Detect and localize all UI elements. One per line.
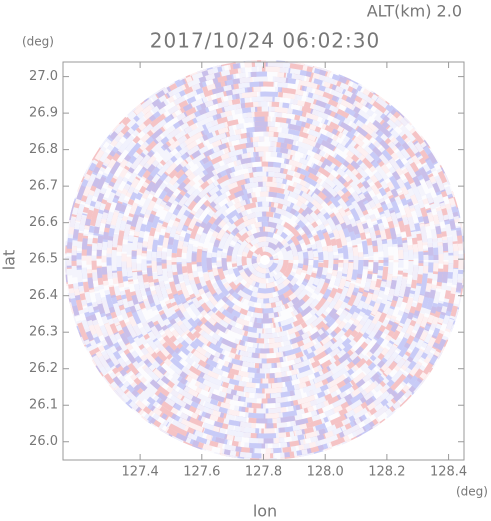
chart-subtitle: ALT(km) 2.0: [367, 2, 462, 21]
radar-ring: [121, 116, 409, 404]
radar-ring: [166, 161, 364, 359]
y-unit: (deg): [22, 35, 54, 49]
radar-ring: [91, 86, 439, 434]
radar-ring: [71, 66, 459, 454]
radar-ring: [256, 251, 274, 269]
radar-center: [260, 255, 270, 265]
x-unit: (deg): [456, 485, 488, 499]
radar-ring: [186, 181, 344, 339]
radar-echo: [65, 60, 465, 460]
x-tick-label: 128.0: [307, 465, 344, 480]
radar-ring: [211, 206, 319, 314]
radar-ring: [86, 81, 444, 439]
y-tick-label: 26.2: [29, 361, 58, 376]
radar-ring: [156, 151, 374, 369]
radar-ring: [201, 196, 329, 324]
y-tick-label: 27.0: [29, 69, 58, 84]
radar-ring: [231, 226, 299, 294]
radar-ring: [151, 146, 379, 374]
radar-ring: [106, 101, 424, 419]
radar-ring: [226, 221, 304, 299]
radar-ring: [101, 96, 429, 424]
x-tick-label: 128.2: [368, 465, 405, 480]
radar-ring: [96, 91, 434, 429]
radar-ring: [136, 131, 394, 389]
radar-ring: [141, 136, 389, 384]
x-tick-label: 127.4: [122, 465, 159, 480]
radar-ring: [236, 231, 294, 289]
chart-title: 2017/10/24 06:02:30: [150, 29, 380, 53]
radar-ring: [176, 171, 354, 349]
radar-ring: [86, 81, 444, 439]
radar-ring: [131, 126, 399, 394]
y-tick-label: 26.8: [29, 142, 58, 157]
radar-ring: [206, 201, 324, 319]
radar-ring: [76, 71, 454, 449]
radar-ring: [241, 236, 289, 284]
radar-ring: [96, 91, 434, 429]
radar-ring: [146, 141, 384, 379]
y-tick-label: 26.1: [29, 398, 58, 413]
x-tick-label: 127.6: [183, 465, 220, 480]
y-tick-label: 26.6: [29, 215, 58, 230]
radar-ring: [196, 191, 334, 329]
radar-ring: [146, 141, 384, 379]
radar-ring: [111, 106, 419, 414]
radar-ring: [171, 166, 359, 354]
radar-ring: [191, 186, 339, 334]
radar-ring: [251, 246, 279, 274]
radar-ring: [81, 76, 449, 444]
radar-ring: [161, 156, 369, 364]
radar-ring: [116, 111, 414, 409]
x-tick-label: 127.8: [245, 465, 282, 480]
y-tick-label: 26.4: [29, 288, 58, 303]
y-tick-label: 26.5: [29, 252, 58, 267]
radar-ring: [181, 176, 349, 344]
y-tick-label: 26.3: [29, 325, 58, 340]
radar-ring: [126, 121, 404, 399]
radar-ring: [216, 211, 314, 309]
x-axis-label: lon: [253, 502, 277, 521]
radar-ring: [71, 66, 459, 454]
radar-ring: [246, 241, 284, 279]
y-tick-label: 26.9: [29, 106, 58, 121]
radar-ring: [221, 216, 309, 304]
radar-ring: [66, 61, 464, 459]
x-tick-label: 128.4: [430, 465, 467, 480]
y-tick-label: 26.7: [29, 179, 58, 194]
y-axis-label: lat: [0, 250, 19, 271]
y-tick-label: 26.0: [29, 434, 58, 449]
radar-ring: [81, 76, 449, 444]
